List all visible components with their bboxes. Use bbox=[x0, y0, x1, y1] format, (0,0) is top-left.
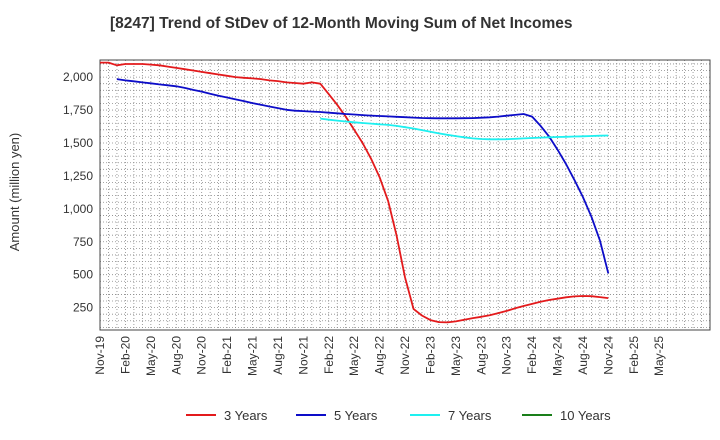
x-tick-label: Nov-19 bbox=[93, 336, 107, 375]
x-tick-label: May-24 bbox=[551, 336, 565, 376]
x-tick-label: Aug-23 bbox=[474, 336, 488, 375]
x-tick-label: Nov-21 bbox=[296, 336, 310, 375]
series-line-7-years bbox=[320, 117, 609, 141]
x-tick-label: May-23 bbox=[449, 336, 463, 376]
series-lines bbox=[100, 61, 610, 324]
y-tick-label: 250 bbox=[73, 301, 93, 315]
y-tick-label: 1,250 bbox=[63, 169, 93, 183]
y-tick-label: 1,750 bbox=[63, 103, 93, 117]
x-tick-label: Feb-25 bbox=[627, 336, 641, 374]
x-tick-label: Aug-22 bbox=[373, 336, 387, 375]
x-axis-ticks: Nov-19 Feb-20 May-20 Aug-20 Nov-20 Feb-21 May-… bbox=[93, 336, 666, 376]
x-tick-label: Aug-24 bbox=[576, 336, 590, 375]
x-tick-label: Nov-24 bbox=[601, 336, 615, 375]
gridlines bbox=[100, 60, 710, 330]
series-line-3-years bbox=[100, 61, 609, 324]
x-tick-label: Feb-22 bbox=[322, 336, 336, 374]
x-tick-label: May-25 bbox=[652, 336, 666, 376]
x-tick-label: May-22 bbox=[347, 336, 361, 376]
y-axis-title: Amount (million yen) bbox=[7, 133, 22, 252]
legend-label-7-years: 7 Years bbox=[448, 408, 492, 423]
y-tick-label: 750 bbox=[73, 235, 93, 249]
y-tick-label: 500 bbox=[73, 268, 93, 282]
y-tick-label: 1,500 bbox=[63, 136, 93, 150]
legend: 3 Years 5 Years 7 Years 10 Years bbox=[186, 408, 611, 423]
x-tick-label: Aug-20 bbox=[169, 336, 183, 375]
x-tick-label: Nov-23 bbox=[500, 336, 514, 375]
y-tick-label: 1,000 bbox=[63, 202, 93, 216]
x-tick-label: Aug-21 bbox=[271, 336, 285, 375]
x-tick-label: May-21 bbox=[246, 336, 260, 376]
plot-area-frame bbox=[99, 59, 711, 331]
legend-label-3-years: 3 Years bbox=[224, 408, 268, 423]
x-tick-label: Feb-20 bbox=[118, 336, 132, 374]
x-tick-label: May-20 bbox=[144, 336, 158, 376]
legend-label-5-years: 5 Years bbox=[334, 408, 378, 423]
x-tick-label: Nov-20 bbox=[195, 336, 209, 375]
y-tick-label: 2,000 bbox=[63, 70, 93, 84]
x-tick-label: Feb-21 bbox=[220, 336, 234, 374]
x-tick-label: Feb-23 bbox=[423, 336, 437, 374]
legend-label-10-years: 10 Years bbox=[560, 408, 611, 423]
series-line-5-years bbox=[116, 78, 610, 274]
x-tick-label: Feb-24 bbox=[525, 336, 539, 374]
chart-title: [8247] Trend of StDev of 12-Month Moving… bbox=[110, 15, 573, 32]
x-tick-label: Nov-22 bbox=[398, 336, 412, 375]
y-axis-ticks: 250 500 750 1,000 1,250 1,500 1,750 2,000 bbox=[63, 70, 93, 314]
